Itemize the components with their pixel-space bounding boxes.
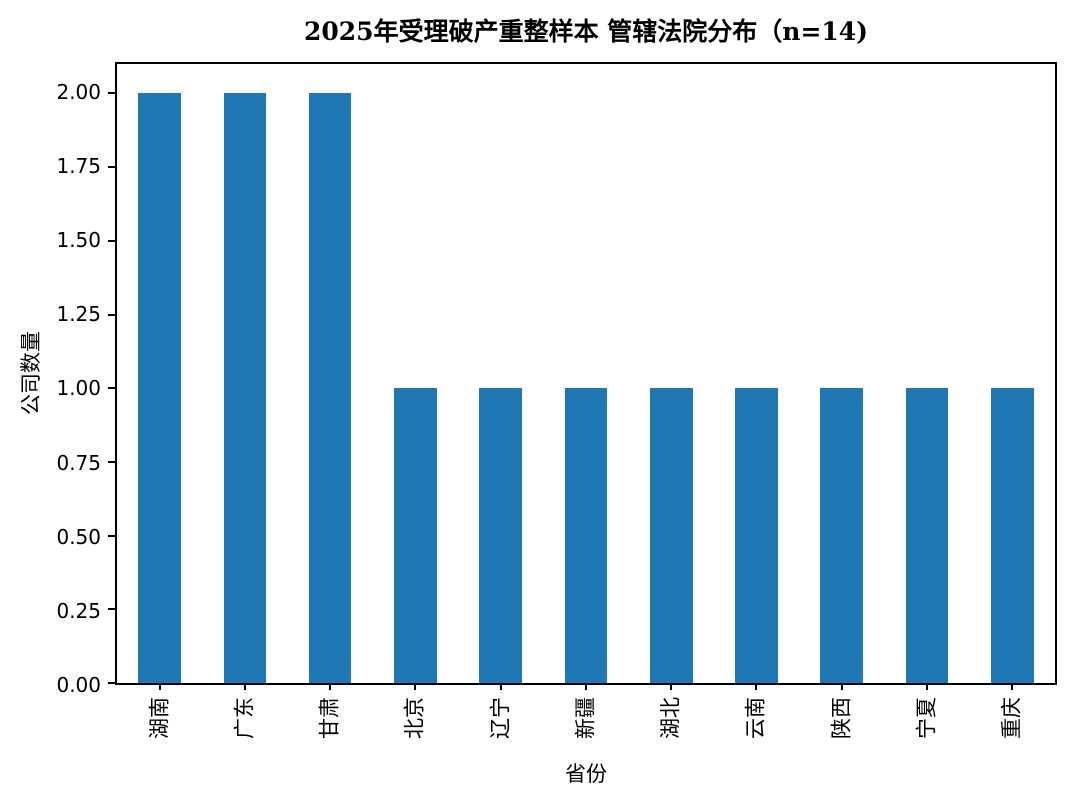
x-tick-mark	[670, 683, 673, 690]
x-tick-label: 甘肃	[317, 697, 342, 739]
bar-slot: 云南	[714, 64, 799, 739]
bar-10	[905, 388, 949, 683]
x-tick-label: 辽宁	[488, 697, 513, 739]
x-tick-label: 湖北	[658, 697, 683, 739]
x-tick-mark	[158, 683, 161, 690]
x-axis-label: 省份	[565, 762, 607, 786]
bar-6	[564, 388, 608, 683]
bar-slot: 湖南	[117, 64, 202, 739]
y-tick-label: 0.25	[56, 598, 101, 623]
x-tick-mark	[1011, 683, 1014, 690]
x-tick-mark	[499, 683, 502, 690]
bar-8	[735, 388, 778, 683]
y-tick-mark	[108, 313, 115, 316]
bar-1	[138, 93, 181, 683]
bar-4	[394, 388, 437, 683]
x-tick-label: 云南	[743, 697, 768, 739]
chart-title: 2025年受理破产重整样本 管辖法院分布（n=14)	[303, 17, 869, 46]
plot-area: 湖南 广东 甘肃 北京 辽宁 新疆 湖北 云南 陕西 宁夏 重庆	[108, 62, 1057, 739]
x-tick-label: 广东	[232, 697, 257, 739]
bar-2	[223, 93, 267, 683]
bar-slot: 宁夏	[884, 64, 969, 739]
y-axis-label: 公司数量	[19, 331, 43, 415]
x-tick-label: 湖南	[147, 697, 172, 739]
bar-3	[308, 93, 352, 683]
x-tick-mark	[584, 683, 587, 690]
x-tick-mark	[329, 683, 332, 690]
bar-slot: 广东	[202, 64, 287, 739]
bar-9	[820, 388, 864, 683]
y-tick-mark	[108, 460, 115, 463]
y-tick-label: 2.00	[56, 79, 101, 104]
y-tick-label: 0.50	[56, 524, 101, 549]
x-tick-label: 宁夏	[914, 697, 939, 739]
y-tick-mark	[108, 387, 115, 390]
x-tick-label: 北京	[402, 697, 427, 739]
y-tick-label: 1.50	[56, 228, 101, 252]
y-tick-mark	[108, 682, 115, 684]
y-tick-label: 0.75	[56, 450, 101, 475]
x-tick-mark	[414, 683, 417, 690]
x-tick-label: 重庆	[999, 697, 1024, 739]
bar-5	[479, 388, 522, 683]
y-tick-mark	[108, 239, 115, 242]
y-tick-mark	[108, 166, 115, 169]
y-tick-label: 0.00	[56, 673, 101, 697]
x-tick-mark	[926, 683, 929, 690]
bar-slot: 重庆	[970, 64, 1055, 739]
bar-slot: 辽宁	[458, 64, 543, 739]
y-tick-mark	[108, 608, 115, 611]
bar-slot: 北京	[373, 64, 458, 739]
y-tick-mark	[108, 534, 115, 537]
y-tick-label: 1.00	[56, 376, 101, 401]
bar-slot: 甘肃	[288, 64, 373, 739]
x-tick-mark	[243, 683, 246, 690]
bar-7	[649, 388, 693, 683]
bar-11	[990, 388, 1034, 683]
y-tick-mark	[108, 92, 115, 95]
x-tick-mark	[840, 683, 843, 690]
bar-slot: 湖北	[629, 64, 714, 739]
y-tick-label: 1.25	[56, 302, 101, 327]
bar-slot: 新疆	[543, 64, 628, 739]
y-tick-label: 1.75	[56, 153, 101, 178]
x-tick-label: 陕西	[829, 697, 854, 739]
bar-slot: 陕西	[799, 64, 884, 739]
x-tick-label: 新疆	[573, 697, 598, 739]
x-tick-mark	[755, 683, 758, 690]
